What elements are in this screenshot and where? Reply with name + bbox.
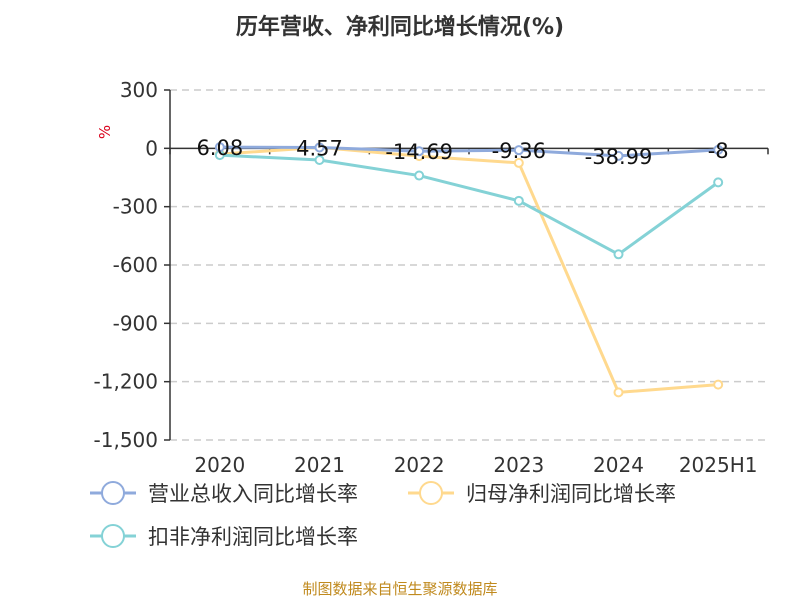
x-tick-label: 2021 (294, 453, 345, 477)
data-point (713, 144, 724, 155)
y-tick-label: -1,500 (94, 428, 158, 452)
x-axis: 2020 2021 2022 2023 2024 2025H1 (169, 147, 769, 477)
y-tick-label: -300 (113, 195, 158, 219)
data-labels: 6.08 4.57 -14.69 -9.36 -38.99 -8 (196, 136, 728, 169)
legend-swatch-marker (101, 524, 125, 548)
y-tick-label: -1,200 (94, 370, 158, 394)
series-line (219, 145, 719, 394)
data-point (513, 157, 524, 168)
data-label: -38.99 (585, 145, 653, 169)
data-point (513, 145, 524, 156)
data-point (414, 170, 425, 181)
data-label: 4.57 (296, 136, 343, 160)
x-tick-label: 2024 (593, 453, 644, 477)
y-tick-label: -600 (113, 253, 158, 277)
data-label: -9.36 (492, 139, 546, 163)
data-label: -14.69 (385, 140, 453, 164)
source-note: 制图数据来自恒生聚源数据库 (302, 580, 497, 598)
series-line (219, 145, 719, 158)
data-point (314, 142, 325, 153)
y-tick-label: 0 (145, 136, 158, 160)
data-label: 6.08 (196, 136, 243, 160)
data-point (713, 177, 724, 188)
data-label: -8 (708, 139, 729, 163)
x-tick-label: 2025H1 (679, 453, 758, 477)
y-axis: 300 0 -300 -600 -900 -1,200 -1,500 (94, 78, 171, 452)
series-line (219, 153, 720, 256)
data-point (713, 379, 724, 390)
data-point (214, 142, 225, 153)
y-tick-label: 300 (120, 78, 158, 102)
x-tick-label: 2022 (394, 453, 445, 477)
chart-title: 历年营收、净利同比增长情况(%) (236, 14, 564, 40)
x-tick-label: 2023 (493, 453, 544, 477)
legend-label: 营业总收入同比增长率 (148, 482, 358, 506)
y-axis-unit: % (96, 125, 114, 139)
gridlines (170, 89, 768, 441)
data-point (613, 249, 624, 260)
legend-label: 扣非净利润同比增长率 (148, 525, 358, 549)
legend-swatch-marker (101, 481, 125, 505)
legend-swatch-marker (419, 481, 443, 505)
x-tick-label: 2020 (194, 453, 245, 477)
data-point (513, 195, 524, 206)
y-tick-label: -900 (113, 311, 158, 335)
data-point (613, 387, 624, 398)
legend-label: 归母净利润同比增长率 (466, 482, 676, 506)
data-point (613, 150, 624, 161)
series-layer (214, 142, 724, 398)
data-point (414, 146, 425, 157)
data-point (314, 155, 325, 165)
